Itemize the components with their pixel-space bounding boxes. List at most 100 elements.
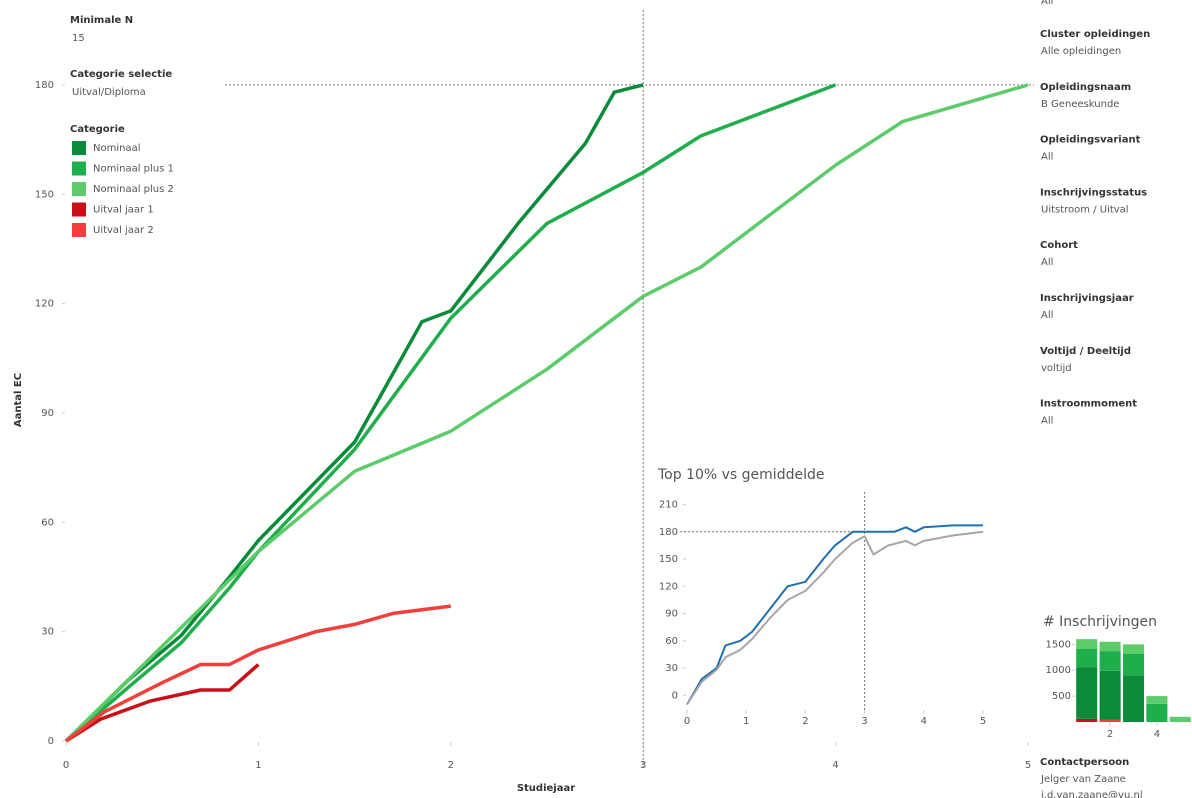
filter-label: Inschrijvingsjaar [1040, 293, 1134, 304]
x-tick-label: 0 [684, 716, 690, 727]
filter-label: Instroommoment [1040, 399, 1137, 410]
y-tick-label: 1500 [1046, 639, 1071, 650]
bar-segment [1099, 651, 1121, 671]
legend-title: Categorie [70, 124, 125, 135]
x-tick-label: 1 [743, 716, 749, 727]
contact-name: Jelger van Zaane [1040, 774, 1126, 785]
y-tick-label: 150 [659, 554, 678, 565]
series-line [64, 83, 644, 743]
legend-label: Nominaal plus 1 [93, 164, 174, 175]
filter-panel [1034, 0, 1192, 740]
bar-segment [1169, 716, 1191, 722]
y-tick-label: 90 [665, 609, 678, 620]
bar-segment [1122, 675, 1145, 722]
legend-label: Uitval jaar 2 [93, 225, 154, 236]
bar-segment [1076, 718, 1098, 722]
filter-value: 15 [72, 33, 85, 44]
y-tick-label: 60 [41, 517, 54, 528]
y-tick-label: 0 [672, 690, 678, 701]
y-tick-label: 90 [41, 408, 54, 419]
contact-label: Contactpersoon [1040, 757, 1129, 768]
x-tick-label: 2 [802, 716, 808, 727]
bar-segment [1122, 653, 1145, 676]
bar-segment [1146, 703, 1168, 722]
filter-value: All [1041, 257, 1053, 268]
bar-segment [1076, 649, 1098, 668]
filter-label: Cohort [1040, 240, 1078, 251]
filter-value: Uitval/Diploma [72, 87, 146, 98]
bar-title: # Inschrijvingen [1043, 614, 1157, 630]
filter-label: Opleidingsnaam [1040, 82, 1131, 93]
series-line [64, 604, 452, 743]
contact-email: j.d.van.zaane@vu.nl [1040, 790, 1143, 798]
legend-swatch [72, 141, 86, 155]
y-tick-label: 210 [659, 500, 678, 511]
x-tick-label: 2 [1107, 729, 1113, 740]
filter-value: B Geneeskunde [1041, 99, 1119, 110]
filter-value: All [1041, 310, 1053, 321]
series-line [686, 530, 984, 706]
filter-value: Alle opleidingen [1041, 46, 1121, 57]
x-tick-label: 5 [980, 716, 986, 727]
y-tick-label: 120 [35, 299, 54, 310]
x-tick-label: 0 [63, 760, 69, 771]
filter-label: Opleidingsvariant [1040, 135, 1141, 146]
legend-swatch [72, 161, 86, 176]
bar-segment [1076, 667, 1098, 719]
series-line [65, 663, 260, 743]
y-tick-label: 1000 [1046, 665, 1071, 676]
x-tick-label: 3 [861, 716, 867, 727]
filter-value: All [1041, 0, 1053, 7]
filter-value: Uitstroom / Uitval [1041, 204, 1129, 215]
filter-value: All [1041, 152, 1053, 163]
bar-segment [1122, 644, 1145, 654]
inset-title: Top 10% vs gemiddelde [657, 467, 824, 483]
filter-label: Voltijd / Deeltijd [1040, 346, 1131, 357]
filter-value: voltijd [1041, 363, 1072, 374]
legend-swatch [72, 182, 86, 196]
x-tick-label: 4 [832, 760, 838, 771]
bar-segment [1099, 719, 1121, 722]
x-tick-label: 1 [255, 760, 261, 771]
x-tick-label: 4 [1154, 729, 1160, 740]
x-tick-label: 5 [1025, 760, 1031, 771]
x-axis-title: Studiejaar [517, 783, 575, 794]
series-line [686, 524, 983, 706]
bar-segment [1146, 696, 1168, 704]
filter-label: Cluster opleidingen [1040, 29, 1150, 40]
y-tick-label: 150 [35, 189, 54, 200]
x-tick-label: 2 [448, 760, 454, 771]
bar-segment [1076, 639, 1098, 650]
filter-value: All [1041, 416, 1053, 427]
filter-label: Inschrijvingsstatus [1040, 187, 1147, 198]
legend-swatch [72, 202, 86, 217]
series-line [64, 83, 837, 743]
y-tick-label: 30 [665, 663, 678, 674]
y-tick-label: 30 [41, 627, 54, 638]
y-axis-title: Aantal EC [13, 373, 24, 427]
y-tick-label: 500 [1052, 691, 1071, 702]
filter-label: Minimale N [70, 15, 133, 26]
legend-label: Nominaal plus 2 [93, 184, 174, 195]
legend-swatch [72, 223, 86, 237]
bar-segment [1099, 641, 1121, 652]
x-tick-label: 4 [921, 716, 927, 727]
series-line [64, 83, 1029, 743]
y-tick-label: 0 [48, 736, 54, 747]
inset-chart: Top 10% vs gemiddelde0306090120150180210… [657, 467, 986, 727]
bar-chart: # Inschrijvingen 500 1000 1500 2 4 [1043, 614, 1191, 740]
bar-segment [1099, 670, 1121, 720]
y-tick-label: 120 [659, 581, 678, 592]
y-tick-label: 180 [35, 80, 54, 91]
y-tick-label: 180 [659, 527, 678, 538]
y-tick-label: 60 [665, 636, 678, 647]
filter-label: Categorie selectie [70, 69, 172, 80]
legend-label: Uitval jaar 1 [93, 205, 154, 216]
legend-label: Nominaal [93, 143, 141, 154]
x-tick-label: 3 [640, 760, 646, 771]
